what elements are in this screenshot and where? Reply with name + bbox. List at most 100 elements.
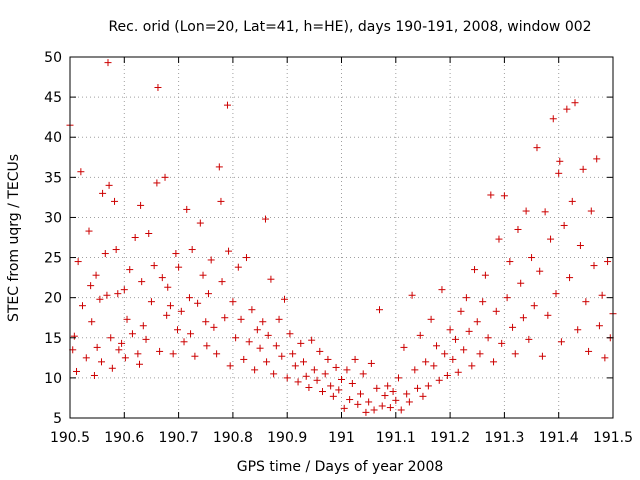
data-point (313, 376, 321, 384)
data-point (225, 247, 233, 255)
data-point (156, 347, 164, 355)
data-point (490, 358, 498, 366)
data-point (498, 339, 506, 347)
y-tick-label: 35 (44, 170, 62, 186)
data-point (92, 271, 100, 279)
data-point (138, 278, 146, 286)
data-point (487, 191, 495, 199)
data-point (237, 315, 245, 323)
data-point (223, 101, 231, 109)
data-point (99, 189, 107, 197)
data-point (261, 215, 269, 223)
data-point (88, 318, 96, 326)
data-point (294, 378, 302, 386)
data-point (509, 323, 517, 331)
data-point (145, 229, 153, 237)
data-point (251, 366, 259, 374)
data-point (85, 227, 93, 235)
data-point (221, 314, 229, 322)
data-point (105, 181, 113, 189)
x-tick-label: 191.1 (376, 430, 416, 446)
data-point (598, 291, 606, 299)
data-point (73, 367, 81, 375)
data-point (217, 197, 225, 205)
data-point (503, 294, 511, 302)
data-point (359, 370, 367, 378)
y-tick-label: 30 (44, 210, 62, 226)
data-point (568, 197, 576, 205)
data-point (593, 155, 601, 163)
data-point (525, 335, 533, 343)
chart-title: Rec. orid (Lon=20, Lat=41, h=HE), days 1… (108, 19, 591, 35)
data-point (563, 105, 571, 113)
data-point (533, 144, 541, 152)
data-point (90, 371, 98, 379)
data-point (329, 392, 337, 400)
data-point (161, 173, 169, 181)
data-point (411, 366, 419, 374)
data-point (153, 179, 161, 187)
data-point (169, 350, 177, 358)
data-point (240, 355, 248, 363)
y-tick-label: 40 (44, 130, 62, 146)
data-point (120, 286, 128, 294)
data-point (134, 350, 142, 358)
data-point (547, 235, 555, 243)
x-tick-label: 190.7 (159, 430, 199, 446)
data-point (158, 274, 166, 282)
data-point (556, 157, 564, 165)
data-point (291, 362, 299, 370)
data-point (460, 346, 468, 354)
data-point (302, 372, 310, 380)
data-point (259, 318, 267, 326)
data-point (267, 275, 275, 283)
y-tick-label: 5 (53, 411, 62, 427)
data-point (511, 350, 519, 358)
data-point (438, 286, 446, 294)
data-point (204, 290, 212, 298)
x-tick-label: 191.2 (430, 430, 470, 446)
data-point (354, 400, 362, 408)
data-point (462, 294, 470, 302)
data-point (365, 398, 373, 406)
data-point (530, 302, 538, 310)
data-point (340, 404, 348, 412)
data-point (335, 386, 343, 394)
x-tick-label: 190.9 (267, 430, 307, 446)
data-point (183, 205, 191, 213)
data-point (430, 362, 438, 370)
data-point (552, 290, 560, 298)
data-point (256, 344, 264, 352)
data-point (357, 390, 365, 398)
data-point (435, 376, 443, 384)
data-point (457, 307, 465, 315)
grid-lines (70, 57, 613, 418)
data-point (343, 366, 351, 374)
data-point (327, 382, 335, 390)
data-point (416, 331, 424, 339)
x-axis-label: GPS time / Days of year 2008 (237, 459, 444, 475)
data-point (536, 267, 544, 275)
data-point (471, 266, 479, 274)
data-point (338, 375, 345, 383)
data-point (74, 258, 82, 266)
data-point (123, 315, 131, 323)
data-point (582, 298, 590, 306)
data-point (70, 332, 78, 340)
data-point (370, 406, 378, 414)
data-point (96, 295, 104, 303)
data-point (560, 221, 568, 229)
data-point (104, 59, 112, 67)
data-point (87, 282, 95, 290)
data-point (555, 169, 563, 177)
data-point (103, 291, 111, 299)
data-point (180, 338, 188, 346)
y-tick-label: 20 (44, 291, 62, 307)
y-tick-label: 45 (44, 90, 62, 106)
data-point (280, 295, 288, 303)
data-point (324, 355, 332, 363)
data-point (77, 168, 85, 176)
data-point (207, 256, 215, 264)
data-point (384, 382, 392, 390)
data-point (191, 352, 199, 360)
